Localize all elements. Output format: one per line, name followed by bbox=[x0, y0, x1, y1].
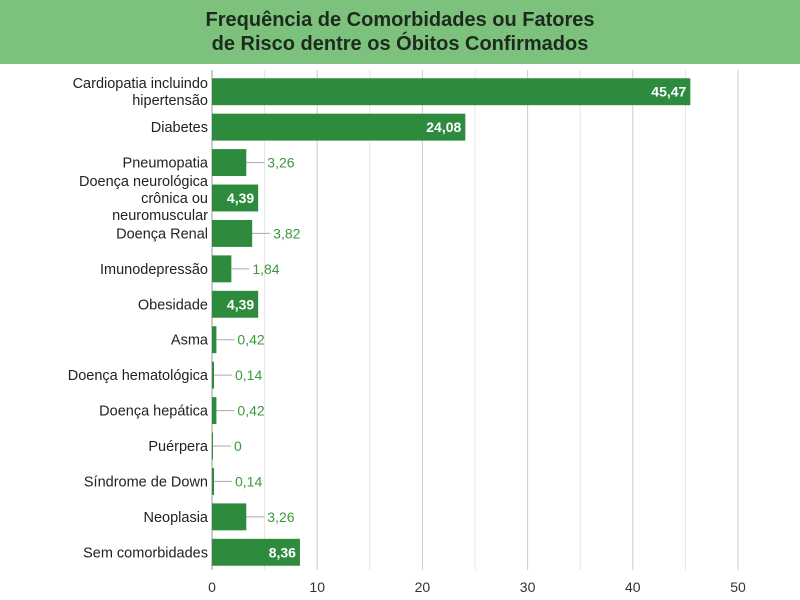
data-label: 4,39 bbox=[227, 296, 254, 312]
category-label: Asma bbox=[171, 333, 209, 349]
category-label: Doença hematológica bbox=[68, 368, 209, 384]
data-label: 1,84 bbox=[252, 261, 279, 277]
data-label: 0,42 bbox=[237, 332, 264, 348]
bar bbox=[212, 219, 253, 247]
category-label: Pneumopatia bbox=[123, 156, 209, 172]
bar bbox=[212, 538, 300, 566]
chart-title: Frequência de Comorbidades ou Fatores de… bbox=[205, 9, 595, 55]
data-label: 24,08 bbox=[426, 119, 461, 135]
bar bbox=[212, 326, 217, 354]
category-label: Neoplasia bbox=[144, 510, 209, 526]
category-label: Cardiopatia incluindo hipertensão bbox=[73, 76, 208, 109]
data-label: 3,26 bbox=[267, 155, 294, 171]
bar-chart: Cardiopatia incluindo hipertensão 45,47 Dia… bbox=[68, 70, 746, 595]
bar bbox=[212, 149, 247, 177]
x-tick-label: 40 bbox=[625, 579, 641, 595]
x-tick-label: 0 bbox=[208, 579, 216, 595]
data-label: 8,36 bbox=[269, 544, 296, 560]
category-label: Diabetes bbox=[151, 120, 208, 136]
x-tick-label: 20 bbox=[415, 579, 431, 595]
data-label: 45,47 bbox=[651, 84, 686, 100]
category-label: Imunodepressão bbox=[100, 262, 208, 278]
bar bbox=[212, 255, 232, 283]
category-label: Obesidade bbox=[138, 297, 208, 313]
x-tick-label: 10 bbox=[309, 579, 325, 595]
bar bbox=[212, 397, 217, 425]
bar bbox=[212, 432, 213, 460]
bar bbox=[212, 184, 259, 212]
data-label: 3,26 bbox=[267, 509, 294, 525]
bar-layer bbox=[212, 78, 691, 566]
category-label: Doença neurológica crônica ou neuromuscula… bbox=[79, 174, 209, 224]
x-tick-label: 50 bbox=[730, 579, 746, 595]
data-label: 4,39 bbox=[227, 190, 254, 206]
category-label: Doença hepática bbox=[99, 404, 209, 420]
tick-layer: 0 10 20 30 40 50 bbox=[208, 579, 746, 595]
bar bbox=[212, 290, 259, 318]
title-banner: Frequência de Comorbidades ou Fatores de… bbox=[0, 0, 800, 64]
category-label: Puérpera bbox=[148, 439, 209, 455]
data-label: 0,42 bbox=[237, 403, 264, 419]
bar bbox=[212, 467, 214, 495]
bar bbox=[212, 503, 247, 531]
bar bbox=[212, 78, 691, 106]
data-label: 3,82 bbox=[273, 225, 300, 241]
x-tick-label: 30 bbox=[520, 579, 536, 595]
data-label: 0,14 bbox=[235, 473, 262, 489]
data-label: 0 bbox=[234, 438, 242, 454]
category-label: Doença Renal bbox=[116, 226, 208, 242]
label-layer: Cardiopatia incluindo hipertensão 45,47 Dia… bbox=[68, 76, 687, 561]
grid-layer bbox=[211, 70, 739, 570]
bar bbox=[212, 113, 466, 141]
data-label: 0,14 bbox=[235, 367, 262, 383]
category-label: Síndrome de Down bbox=[84, 474, 208, 490]
category-label: Sem comorbidades bbox=[83, 545, 208, 561]
bar bbox=[212, 361, 214, 389]
